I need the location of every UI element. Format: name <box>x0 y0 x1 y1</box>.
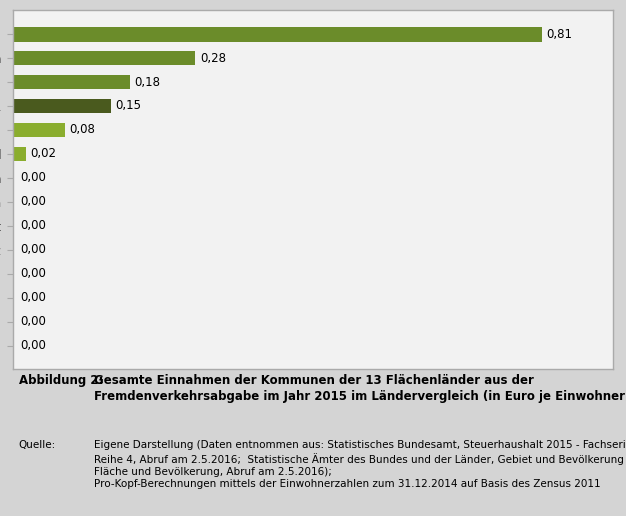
Text: Quelle:: Quelle: <box>19 440 56 450</box>
Text: 0,08: 0,08 <box>69 123 95 136</box>
Text: 0,00: 0,00 <box>21 219 46 232</box>
Text: 0,18: 0,18 <box>135 75 161 89</box>
Bar <box>13 75 130 89</box>
Text: 0,28: 0,28 <box>200 52 226 64</box>
Text: 0,15: 0,15 <box>115 100 141 112</box>
Bar <box>13 27 541 41</box>
Text: 0,00: 0,00 <box>21 339 46 352</box>
Text: 0,02: 0,02 <box>30 148 56 160</box>
Text: 0,00: 0,00 <box>21 196 46 208</box>
Text: 0,00: 0,00 <box>21 171 46 184</box>
Bar <box>13 147 26 162</box>
Text: Abbildung 2:: Abbildung 2: <box>19 374 103 386</box>
Text: 0,00: 0,00 <box>21 291 46 304</box>
Text: 0,00: 0,00 <box>21 315 46 328</box>
Text: Eigene Darstellung (Daten entnommen aus: Statistisches Bundesamt, Steuerhaushalt: Eigene Darstellung (Daten entnommen aus:… <box>94 440 626 489</box>
Bar <box>13 122 64 137</box>
Text: 0,00: 0,00 <box>21 244 46 256</box>
Bar <box>13 51 195 66</box>
Text: 0,00: 0,00 <box>21 267 46 280</box>
Text: 0,81: 0,81 <box>546 27 572 41</box>
Bar <box>13 99 111 114</box>
Text: Gesamte Einnahmen der Kommunen der 13 Flächenländer aus der
Fremdenverkehrsabgab: Gesamte Einnahmen der Kommunen der 13 Fl… <box>94 374 626 402</box>
